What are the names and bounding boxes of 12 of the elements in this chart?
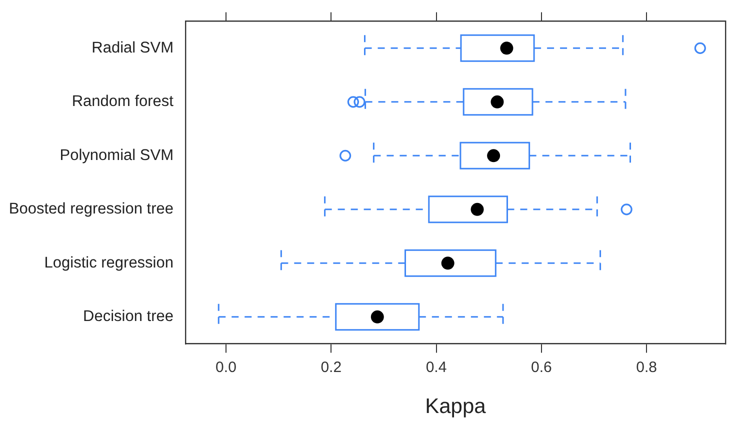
x-tick-label: 0.4 (426, 358, 447, 376)
y-tick-label: Boosted regression tree (8, 200, 174, 218)
y-tick-label: Radial SVM (92, 39, 174, 56)
y-tick-label: Decision tree (83, 308, 174, 326)
y-tick-label: Logistic regression (44, 254, 174, 272)
x-tick-label: 0.8 (636, 358, 657, 376)
x-tick-label: 0.6 (530, 358, 552, 376)
y-tick-label: Polynomial SVM (60, 146, 174, 164)
x-tick-label: 0.0 (216, 358, 236, 376)
x-axis-title: Kappa (425, 395, 486, 418)
x-tick-label: 0.2 (320, 358, 342, 376)
y-tick-label: Random forest (72, 93, 174, 110)
